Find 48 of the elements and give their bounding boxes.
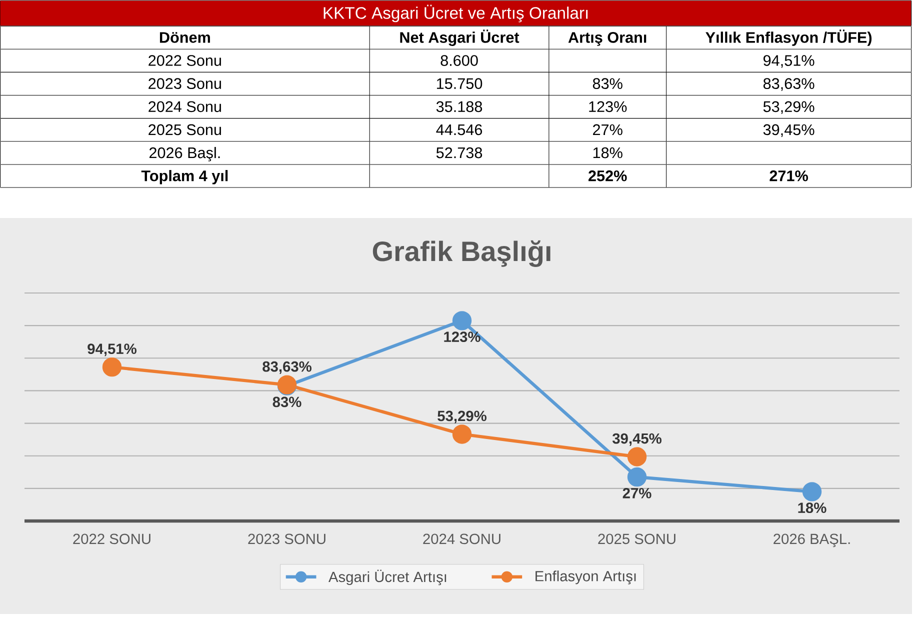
data-label: 53,29%: [438, 410, 486, 424]
text: Net Asgari Ücret: [400, 30, 520, 46]
text: Artış Oranı: [568, 32, 646, 46]
text: 252%: [588, 170, 627, 182]
data-label: 18%: [798, 502, 826, 514]
legend-label: Asgari Ücret Artışı: [328, 570, 446, 586]
text: 44.546: [436, 124, 482, 136]
text: 52.738: [436, 147, 482, 158]
data-label: 27%: [622, 488, 652, 498]
text: 2023 Sonu: [148, 78, 221, 90]
data-label: 123%: [444, 332, 480, 342]
legend-label: Enflasyon Artışı: [536, 570, 636, 584]
text: 83%: [592, 78, 622, 90]
point: [627, 467, 647, 487]
text: 35.188: [436, 101, 482, 112]
text: Dönem: [160, 32, 210, 43]
text: Toplam 4 yıl: [141, 170, 228, 184]
chart-title: KKTC Asgari Ücret ve Artış Oranları: [324, 4, 588, 22]
text: 2024 Sonu: [148, 101, 221, 112]
x-tick-label: 2024 SONU: [423, 534, 500, 544]
text: 15.750: [436, 78, 482, 90]
text: 2026 Başl.: [149, 146, 220, 162]
text: 8.600: [440, 55, 478, 66]
x-tick-label: 2025 SONU: [598, 534, 676, 544]
point: [102, 357, 122, 377]
text: 94,51%: [764, 55, 814, 68]
text: 18%: [593, 147, 622, 158]
data-label: 83%: [272, 396, 302, 408]
text: 83,63%: [763, 78, 814, 91]
text: 123%: [589, 101, 627, 112]
x-tick-label: 2023 SONU: [248, 534, 326, 544]
data-label: 94,51%: [88, 344, 136, 356]
data-label: 83,63%: [262, 361, 312, 374]
text: Yıllık Enflasyon /TÜFE): [706, 30, 872, 46]
text: 39,45%: [763, 124, 814, 137]
point: [452, 311, 472, 330]
data-label: 39,45%: [612, 433, 662, 446]
text: 27%: [593, 124, 622, 136]
text: 2025 Sonu: [148, 124, 221, 136]
point: [452, 424, 472, 444]
x-tick-label: 2026 BAŞL.: [774, 534, 850, 548]
text: 53,29%: [763, 101, 814, 114]
point: [802, 482, 822, 502]
chart-title: Grafik Başlığı: [372, 240, 550, 267]
x-tick-label: 2022 SONU: [73, 534, 150, 544]
text: 271%: [770, 170, 808, 182]
text: 2022 Sonu: [148, 55, 221, 66]
point: [627, 447, 647, 466]
